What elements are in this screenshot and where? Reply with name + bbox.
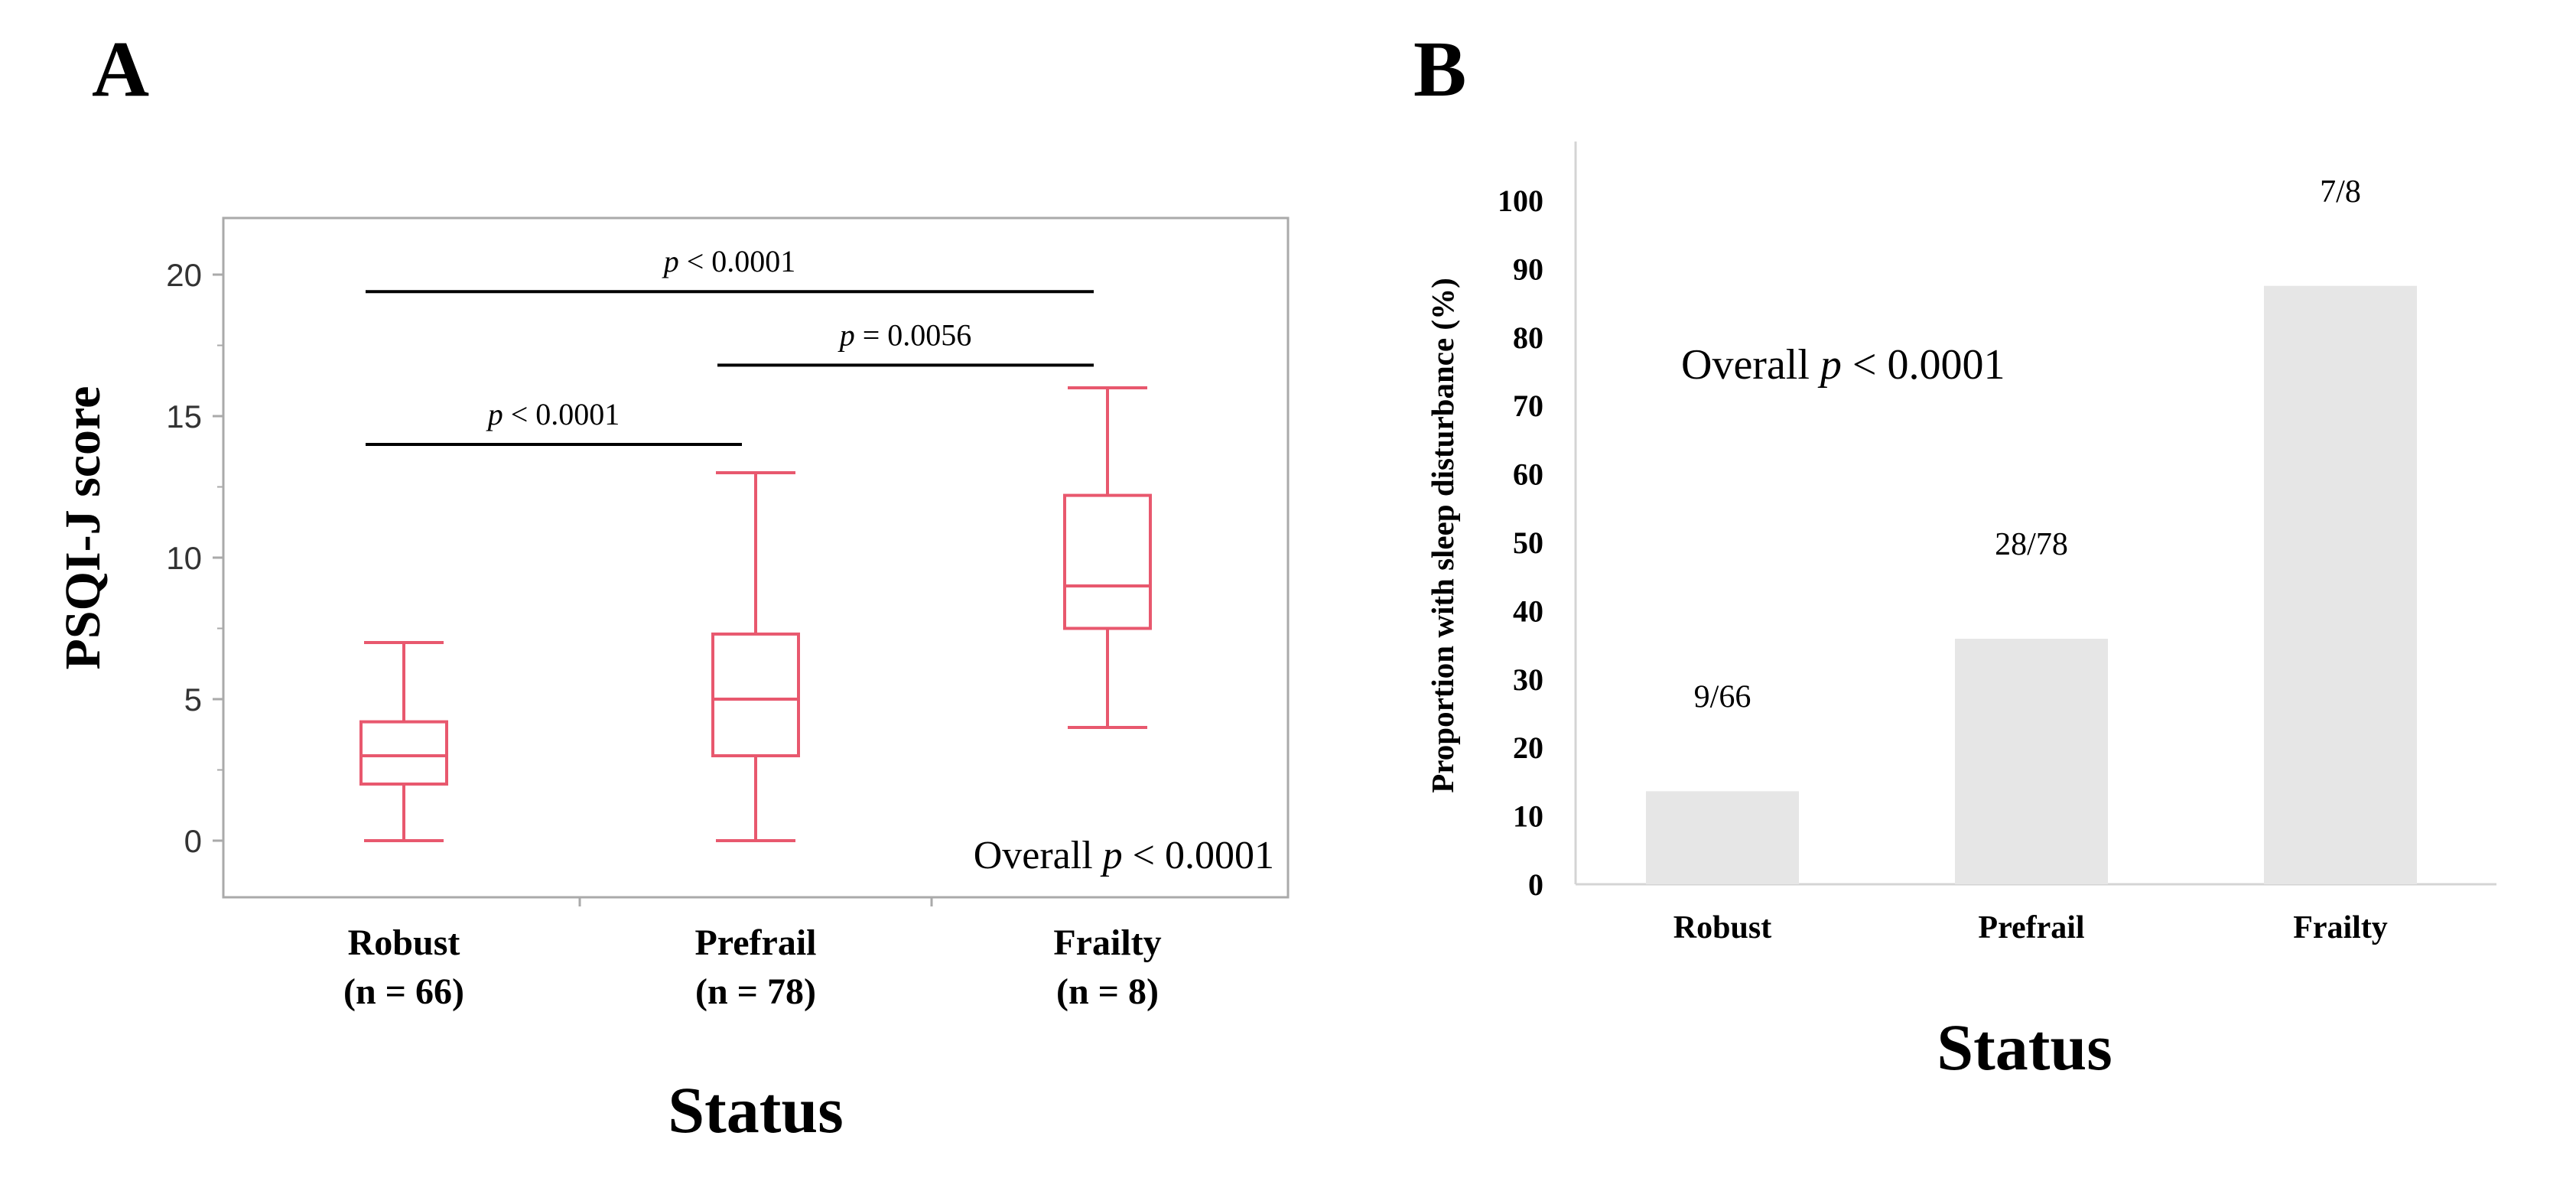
box-prefrail xyxy=(711,471,800,842)
y-tick-label: 20 xyxy=(1513,731,1543,765)
y-tick-label: 5 xyxy=(184,682,202,718)
y-tick-label: 80 xyxy=(1513,321,1543,355)
y-tick-label: 70 xyxy=(1513,389,1543,423)
bar-robust xyxy=(1646,791,1799,884)
data-label: 28/78 xyxy=(1995,527,2068,562)
panel-a-y-axis: 0 5 10 15 20 xyxy=(166,257,223,859)
panel-b-barchart: B 0 10 20 30 40 50 60 70 80 90 100 9/66 28/78 7/8 Ro… xyxy=(1413,25,2496,1084)
x-category-n: (n = 78) xyxy=(695,971,816,1012)
comparison-0: p < 0.0001 xyxy=(366,244,1094,294)
x-category-name: Frailty xyxy=(1053,923,1161,963)
box-robust xyxy=(359,641,448,842)
panel-b-x-axis-title: Status xyxy=(1937,1010,2112,1084)
y-tick-label: 30 xyxy=(1513,662,1543,697)
panel-b-label: B xyxy=(1413,25,1466,113)
x-category-name: Robust xyxy=(1673,910,1771,945)
panel-b-x-categories: Robust Prefrail Frailty xyxy=(1673,910,2388,945)
p-value: < 0.0001 xyxy=(503,397,620,431)
p-value: < 0.0001 xyxy=(679,244,796,278)
data-label: 9/66 xyxy=(1694,679,1751,714)
p-value: = 0.0056 xyxy=(855,317,972,352)
comparison-p-label: p < 0.0001 xyxy=(662,244,796,278)
panel-b-overall-p: Overall p < 0.0001 xyxy=(1681,341,2005,389)
y-tick-label: 90 xyxy=(1513,252,1543,286)
y-tick-label: 0 xyxy=(184,823,202,859)
panel-b-y-axis-title: Proportion with sleep disturbance (%) xyxy=(1425,278,1460,792)
x-category-name: Prefrail xyxy=(694,923,816,963)
x-category-name: Robust xyxy=(348,923,460,963)
p-symbol: p xyxy=(838,317,855,352)
y-tick-label: 40 xyxy=(1513,594,1543,628)
comparison-2: p < 0.0001 xyxy=(366,397,742,446)
y-tick-label: 60 xyxy=(1513,457,1543,492)
y-tick-label: 50 xyxy=(1513,526,1543,560)
x-category-n: (n = 66) xyxy=(343,971,464,1012)
panel-a-x-categories: Robust (n = 66) Prefrail (n = 78) Frailty (n … xyxy=(343,923,1162,1012)
y-tick-label: 0 xyxy=(1528,867,1543,902)
panel-a-label: A xyxy=(92,25,149,113)
interquartile-box xyxy=(359,720,448,786)
panel-a-x-axis-title: Status xyxy=(668,1073,843,1147)
y-tick-label: 100 xyxy=(1498,184,1543,218)
x-category-name: Frailty xyxy=(2293,910,2388,945)
interquartile-box xyxy=(711,632,800,758)
comparison-1: p = 0.0056 xyxy=(717,317,1094,367)
y-tick-label: 10 xyxy=(1513,799,1543,834)
comparison-p-label: p = 0.0056 xyxy=(838,317,972,352)
interquartile-box xyxy=(1063,493,1152,630)
box-frailty xyxy=(1063,386,1152,729)
panel-b-bars xyxy=(1646,285,2417,884)
bar-frailty xyxy=(2264,285,2417,884)
y-tick-label: 10 xyxy=(166,540,202,576)
comparison-p-label: p < 0.0001 xyxy=(486,397,620,431)
y-tick-label: 20 xyxy=(166,257,202,293)
panel-b-data-labels: 9/66 28/78 7/8 xyxy=(1694,174,2361,715)
panel-a-overall-p: Overall p < 0.0001 xyxy=(974,834,1274,877)
y-tick-label: 15 xyxy=(166,399,202,434)
x-category-n: (n = 8) xyxy=(1056,971,1159,1012)
x-category-name: Prefrail xyxy=(1978,910,2084,945)
panel-a-boxes xyxy=(359,386,1152,842)
panel-a-y-axis-title: PSQI-J score xyxy=(55,386,111,670)
panel-b-y-axis: 0 10 20 30 40 50 60 70 80 90 100 xyxy=(1498,184,1543,902)
data-label: 7/8 xyxy=(2320,174,2361,210)
p-symbol: p xyxy=(662,244,679,278)
bar-prefrail xyxy=(1955,639,2108,884)
panel-a-x-axis-ticks xyxy=(578,897,933,906)
p-symbol: p xyxy=(486,397,503,431)
